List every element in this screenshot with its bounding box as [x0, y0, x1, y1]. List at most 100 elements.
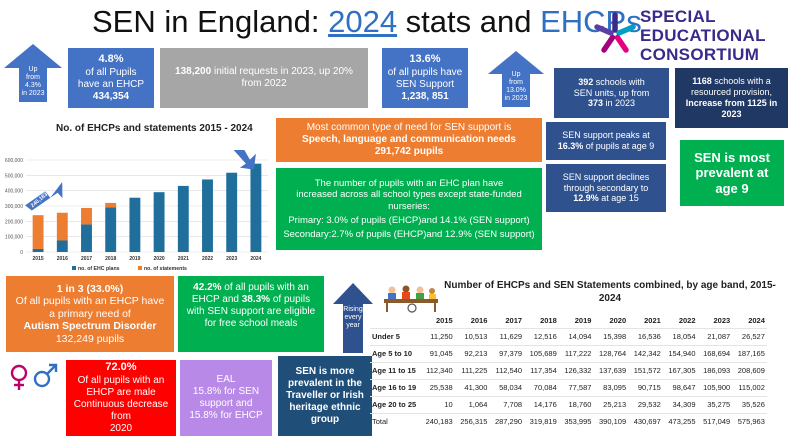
table-cell: 10	[420, 395, 455, 413]
x-tick-label: 2017	[81, 256, 92, 262]
x-tick-label: 2024	[250, 256, 261, 262]
bar-statements	[56, 212, 68, 241]
table-cell: 112,340	[420, 361, 455, 379]
table-cell: 126,332	[558, 361, 594, 379]
ehcp-share-box: 4.8% of all Pupils have an EHCP 434,354	[68, 48, 154, 108]
legend-label: no. of EHC plans	[78, 266, 120, 272]
table-cell: 12,516	[524, 327, 559, 345]
eal-box: EAL 15.8% for SEN support and 15.8% for …	[180, 360, 272, 436]
table-cell: 186,093	[697, 361, 733, 379]
table-row-label: Age 20 to 25	[370, 395, 420, 413]
table-cell: 83,095	[593, 378, 629, 396]
table-cell: 90,715	[628, 378, 663, 396]
page-title: SEN in England: 2024 stats and EHCPs	[92, 4, 642, 40]
chart-title: No. of EHCPs and statements 2015 - 2024	[56, 123, 253, 134]
table-cell: 151,572	[628, 361, 663, 379]
bar-ehc-plans	[177, 185, 189, 252]
table-cell: 21,087	[697, 327, 733, 345]
table-cell: 517,049	[697, 412, 733, 430]
table-header-row: 2015 2016 2017 2018 2019 2020 2021 2022 2023 2024	[370, 314, 767, 328]
sen-support-share-box: 13.6% of all pupils have SEN Support 1,2…	[382, 48, 468, 108]
table-col-header: 2023	[713, 316, 731, 326]
title-part2: stats and	[397, 4, 541, 39]
table-cell: 105,900	[697, 378, 733, 396]
table-col-header: 2024	[748, 316, 765, 326]
table-cell: 26,527	[732, 327, 767, 345]
table-col-header: 2018	[540, 316, 557, 326]
bar-statements	[81, 207, 92, 225]
table-cell: 117,354	[524, 361, 559, 379]
table-cell: 10,513	[454, 327, 490, 345]
annotation-arrow-2024	[233, 150, 256, 170]
table-cell: 14,094	[558, 327, 594, 345]
bar-ehc-plans	[105, 207, 117, 252]
y-tick-label: 0	[20, 250, 23, 256]
table-cell: 14,176	[524, 395, 559, 413]
title-year: 2024	[328, 4, 398, 39]
table-cell: 34,309	[662, 395, 698, 413]
logo-star-icon	[594, 12, 636, 53]
table-cell: 208,609	[732, 361, 767, 379]
table-cell: 115,002	[732, 378, 767, 396]
sen-prevalent-age-box: SEN is most prevalent at age 9	[680, 140, 784, 206]
table-cell: 18,760	[558, 395, 594, 413]
rising-arrow: Rising every year	[332, 282, 374, 354]
table-cell: 112,540	[489, 361, 525, 379]
table-row-label: Under 5	[370, 327, 420, 345]
ehcp-bar-chart: 600,000 500,000 400,000 300,000 200,000 100,0…	[5, 150, 268, 272]
table-cell: 1,064	[454, 395, 490, 413]
common-need-box: Most common type of need for SEN support…	[276, 118, 542, 162]
annotation-2024-change: 11.4% up on 2023	[206, 150, 234, 155]
bar-ehc-plans	[129, 197, 141, 252]
title-part1: SEN in England:	[92, 4, 329, 39]
table-cell: 77,587	[558, 378, 594, 396]
legend-swatch	[72, 266, 76, 270]
traveller-box: SEN is more prevalent in the Traveller o…	[278, 356, 372, 436]
table-cell: 58,034	[489, 378, 525, 396]
table-cell: 111,225	[454, 361, 490, 379]
sen-units-box: 392 schools with SEN units, up from 373 …	[554, 68, 669, 118]
table-cell: 25,538	[420, 378, 455, 396]
up-arrow-sen-support: Up from 13.0% in 2023	[487, 50, 545, 108]
resourced-provision-box: 1168 schools with a resourced provision,…	[675, 68, 788, 128]
table-col-header: 2015	[436, 316, 453, 326]
bar-ehc-plans	[81, 224, 92, 252]
table-row: Age 11 to 15 112,340 111,225 112,540 117,354…	[370, 361, 767, 379]
x-tick-label: 2015	[33, 256, 44, 262]
table-cell: 240,183	[420, 412, 455, 430]
table-cell: 35,526	[732, 395, 767, 413]
table-cell: 35,275	[697, 395, 733, 413]
x-tick-label: 2021	[178, 256, 189, 262]
table-cell: 319,819	[524, 412, 559, 430]
gender-symbols-icon	[10, 363, 58, 390]
table-cell: 137,639	[593, 361, 629, 379]
table-row: Age 5 to 10 91,045 92,213 97,379 105,689 117,…	[370, 344, 767, 362]
autism-box: 1 in 3 (33.0%) Of all pupils with an EHC…	[6, 276, 174, 352]
annotation-arrow-2015	[25, 181, 63, 211]
table-row: Under 5 11,250 10,513 11,629 12,516 14,094 15,…	[370, 327, 767, 345]
table-cell: 390,109	[593, 412, 629, 430]
table-cell: 98,647	[662, 378, 698, 396]
table-row: Age 20 to 25 10 1,064 7,708 14,176 18,760 25,2…	[370, 395, 767, 413]
table-cell: 168,694	[697, 344, 733, 362]
table-col-header: 2019	[574, 316, 592, 326]
table-cell: 575,963	[732, 412, 767, 430]
table-cell: 256,315	[454, 412, 490, 430]
table-row-label: Age 16 to 19	[370, 378, 420, 396]
legend-swatch	[138, 266, 142, 270]
x-tick-label: 2018	[105, 256, 116, 262]
table-cell: 70,084	[524, 378, 559, 396]
x-tick-label: 2020	[154, 256, 165, 262]
table-cell: 11,629	[489, 327, 525, 345]
y-tick-label: 600,000	[5, 158, 23, 164]
bar-ehc-plans	[250, 163, 262, 252]
age-band-table: 2015 2016 2017 2018 2019 2020 2021 2022 2023 2024…	[370, 314, 767, 430]
table-row: Age 16 to 19 25,538 41,300 58,034 70,084 77,5…	[370, 378, 767, 396]
initial-requests-box: 138,200 initial requests in 2023, up 20%…	[160, 48, 368, 108]
table-cell: 287,290	[489, 412, 525, 430]
up-arrow-ehcp: Up from 4.3% in 2023	[3, 43, 63, 103]
y-tick-label: 100,000	[5, 235, 23, 241]
school-types-box: The number of pupils with an EHC plan ha…	[276, 168, 542, 250]
sen-declines-box: SEN support declines through secondary t…	[546, 164, 666, 212]
table-cell: 353,995	[558, 412, 594, 430]
